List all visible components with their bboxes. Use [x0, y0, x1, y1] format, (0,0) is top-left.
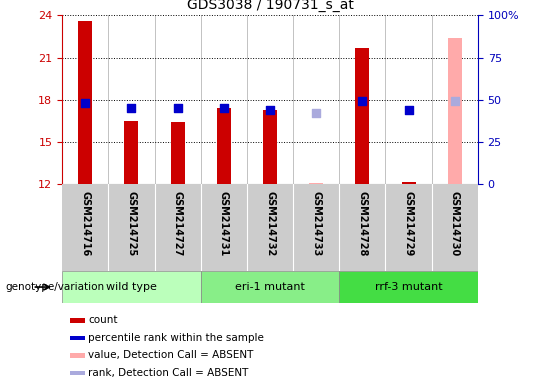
Point — [358, 98, 367, 104]
Text: GSM214730: GSM214730 — [450, 191, 460, 257]
Text: GSM214725: GSM214725 — [126, 191, 137, 257]
Bar — [124, 121, 138, 184]
Point — [127, 105, 136, 111]
Bar — [70, 336, 85, 340]
Point — [81, 99, 90, 106]
Text: eri-1 mutant: eri-1 mutant — [235, 282, 305, 292]
Point — [173, 105, 182, 111]
Point — [312, 109, 321, 116]
Text: GSM214733: GSM214733 — [311, 191, 321, 257]
Bar — [263, 110, 277, 184]
Bar — [309, 183, 323, 184]
Bar — [70, 353, 85, 358]
Title: GDS3038 / 190731_s_at: GDS3038 / 190731_s_at — [186, 0, 354, 12]
Bar — [339, 271, 478, 303]
Point — [404, 107, 413, 113]
Bar — [402, 182, 415, 184]
Point — [450, 98, 459, 104]
Text: genotype/variation: genotype/variation — [5, 282, 105, 292]
Point — [266, 107, 274, 113]
Bar — [171, 122, 185, 184]
Bar — [70, 318, 85, 323]
Text: count: count — [88, 315, 117, 325]
Bar — [448, 38, 462, 184]
Bar — [62, 271, 201, 303]
Bar — [201, 271, 339, 303]
Text: wild type: wild type — [106, 282, 157, 292]
Text: rrf-3 mutant: rrf-3 mutant — [375, 282, 442, 292]
Text: GSM214732: GSM214732 — [265, 191, 275, 257]
Bar — [78, 21, 92, 184]
Text: rank, Detection Call = ABSENT: rank, Detection Call = ABSENT — [88, 368, 248, 378]
Bar — [217, 108, 231, 184]
Text: GSM214728: GSM214728 — [357, 191, 367, 257]
Text: GSM214716: GSM214716 — [80, 191, 90, 257]
Bar — [355, 48, 369, 184]
Text: GSM214731: GSM214731 — [219, 191, 229, 257]
Bar — [70, 371, 85, 375]
Text: GSM214727: GSM214727 — [173, 191, 183, 257]
Text: value, Detection Call = ABSENT: value, Detection Call = ABSENT — [88, 350, 253, 360]
Point — [219, 105, 228, 111]
Text: GSM214729: GSM214729 — [403, 191, 414, 257]
Text: percentile rank within the sample: percentile rank within the sample — [88, 333, 264, 343]
